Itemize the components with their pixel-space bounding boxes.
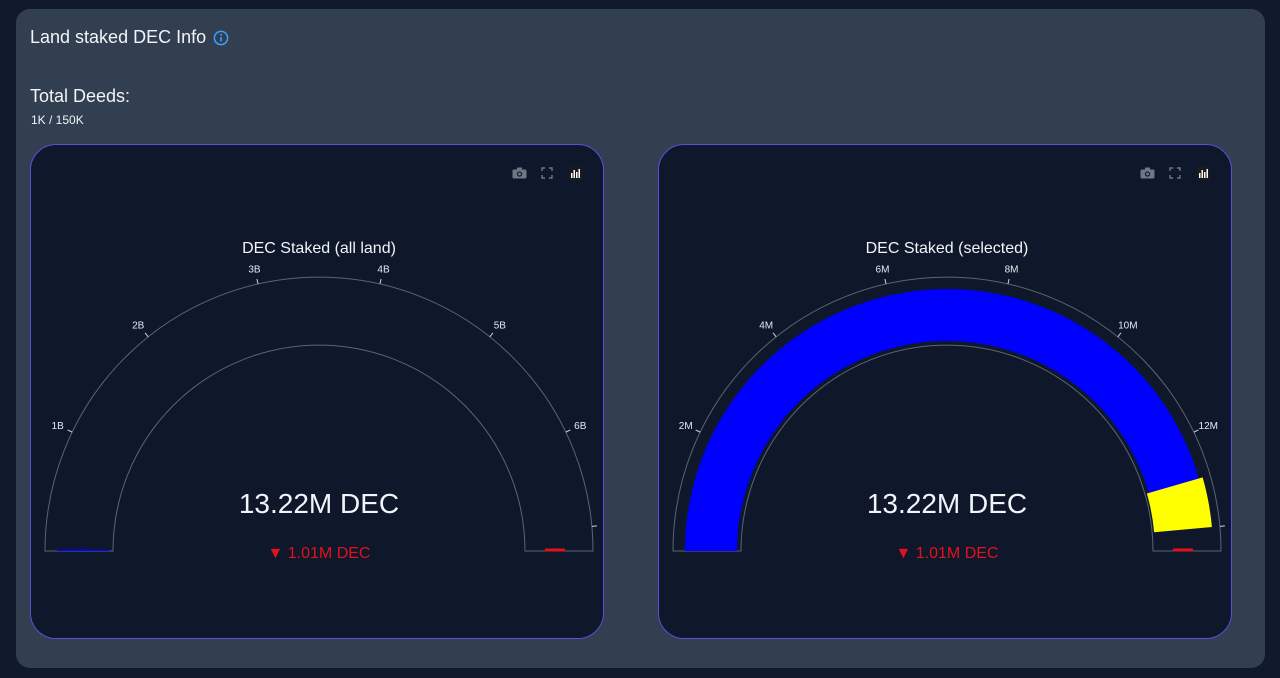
gauge-chart: DEC Staked (selected) 2M 4M 6M 8M 10M 12M 13.… — [672, 240, 1225, 562]
gauge-tick — [695, 429, 701, 433]
gauge-tick — [379, 278, 382, 284]
gauge-axis-outline — [672, 276, 1222, 552]
gauge-tick — [144, 332, 149, 338]
gauge-tick-label: 4B — [377, 264, 390, 275]
gauge-tick — [256, 278, 259, 284]
gauge-tick-label: 12M — [1199, 421, 1218, 432]
section-title-row: Land staked DEC Info — [30, 27, 229, 48]
total-deeds-value: 1K / 150K — [31, 113, 84, 127]
gauge-tick — [1193, 429, 1199, 433]
gauge-value: 13.22M DEC — [867, 488, 1027, 519]
gauge-value: 13.22M DEC — [239, 488, 399, 519]
gauge-tick — [884, 278, 887, 284]
gauge-tick-label: 4M — [759, 320, 773, 331]
gauge-tick — [1117, 332, 1122, 338]
gauge-delta: ▼ 1.01M DEC — [268, 545, 371, 562]
gauge-tick — [67, 429, 73, 433]
gauge-tick-label: 1B — [52, 421, 65, 432]
info-icon[interactable] — [213, 30, 229, 46]
gauge-tick-label: 3B — [248, 264, 261, 275]
gauge-tick — [1007, 278, 1010, 284]
fullscreen-icon[interactable] — [1167, 165, 1183, 181]
gauge-tick-label: 2M — [679, 421, 693, 432]
gauge-axis-outline — [44, 276, 594, 552]
gauge-title: DEC Staked (selected) — [866, 240, 1029, 257]
camera-icon[interactable] — [511, 165, 527, 181]
gauge-card-all-land: DEC Staked (all land) 1B 2B 3B 4B 5B 6B 13.22… — [30, 144, 604, 639]
gauge-tick-label: 10M — [1118, 320, 1137, 331]
plotly-logo-icon[interactable] — [567, 165, 583, 181]
section-title: Land staked DEC Info — [30, 27, 207, 47]
gauge-tick-label: 5B — [494, 320, 507, 331]
chart-toolbar — [511, 165, 583, 181]
gauge-tick-label: 6B — [574, 421, 587, 432]
gauge-card-selected: DEC Staked (selected) 2M 4M 6M 8M 10M 12M 13.… — [658, 144, 1232, 639]
gauge-tick — [489, 332, 494, 338]
fullscreen-icon[interactable] — [539, 165, 555, 181]
gauge-title: DEC Staked (all land) — [242, 240, 396, 257]
gauge-threshold-band — [1146, 477, 1212, 533]
gauge-tick-label: 2B — [132, 320, 145, 331]
gauge-chart: DEC Staked (all land) 1B 2B 3B 4B 5B 6B 13.22… — [44, 240, 597, 562]
total-deeds-label: Total Deeds: — [30, 86, 131, 106]
gauge-tick-label: 8M — [1005, 264, 1019, 275]
gauge-delta: ▼ 1.01M DEC — [896, 545, 999, 562]
camera-icon[interactable] — [1139, 165, 1155, 181]
gauge-value-bar — [685, 289, 1205, 551]
plotly-logo-icon[interactable] — [1195, 165, 1211, 181]
gauge-tick-label: 6M — [876, 264, 890, 275]
gauge-tick — [565, 429, 571, 433]
chart-toolbar — [1139, 165, 1211, 181]
land-staked-panel: Land staked DEC Info Total Deeds: 1K / 1… — [16, 9, 1265, 668]
gauge-tick — [772, 332, 777, 338]
